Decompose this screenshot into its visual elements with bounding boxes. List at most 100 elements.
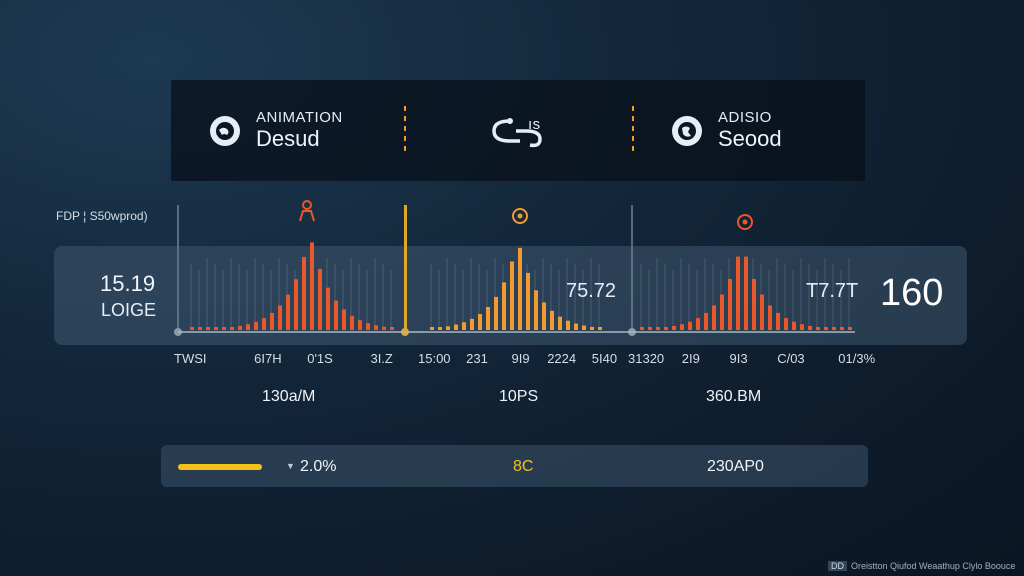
- waveform-ghost-bar: [704, 258, 706, 330]
- axis-line: [631, 205, 633, 333]
- waveform-ghost-bar: [808, 264, 810, 330]
- axis-labels-group-3: 31320 2I9 9I3 C/03 01/3%: [628, 351, 875, 366]
- primary-value: 160: [880, 272, 944, 314]
- globe-icon: [210, 115, 240, 146]
- globe-icon: [672, 115, 702, 146]
- waveform-bar: [294, 279, 298, 330]
- waveform-bar: [768, 305, 772, 330]
- waveform-bar: [808, 325, 812, 330]
- waveform-ghost-bar: [454, 264, 456, 330]
- waveform-ghost-bar: [712, 264, 714, 330]
- waveform-bar: [206, 327, 210, 330]
- waveform-bar: [542, 302, 546, 330]
- waveform-bar: [534, 290, 538, 330]
- tick-label: 0'1S: [307, 351, 333, 366]
- watermark-text: Oreistton Qiufod Weaathup Clylo Boouce: [851, 561, 1016, 571]
- waveform-bar: [222, 327, 226, 330]
- waveform-bar: [760, 294, 764, 330]
- waveform-bar: [656, 327, 660, 330]
- waveform-bar: [326, 287, 330, 330]
- waveform-ghost-bar: [198, 270, 200, 330]
- waveform-ghost-bar: [784, 264, 786, 330]
- waveform-ghost-bar: [776, 258, 778, 330]
- waveform-bar: [640, 327, 644, 330]
- waveform-bar: [728, 278, 732, 330]
- tick-label: 3I.Z: [370, 351, 393, 366]
- waveform-bar: [190, 327, 194, 330]
- waveform-ghost-bar: [640, 264, 642, 330]
- waveform-bar: [382, 326, 386, 330]
- subvalue-2: 10PS: [499, 388, 539, 405]
- waveform-ghost-bar: [470, 258, 472, 330]
- waveform-bar: [792, 321, 796, 330]
- waveform-ghost-bar: [222, 270, 224, 330]
- waveform-ghost-bar: [390, 270, 392, 330]
- waveform-bar: [302, 256, 306, 330]
- waveform-bar: [246, 324, 250, 330]
- waveform-bar: [366, 323, 370, 330]
- waveform-bar: [278, 305, 282, 330]
- waveform-ghost-bar: [270, 270, 272, 330]
- waveform-bar: [566, 320, 570, 330]
- caret-down-icon[interactable]: ▼: [286, 461, 295, 471]
- animation-value: Desud: [256, 125, 320, 151]
- status-right: 230AP0: [707, 458, 764, 475]
- waveform-bar: [688, 321, 692, 330]
- waveform-bar: [648, 327, 652, 330]
- waveform-bar: [390, 327, 394, 330]
- waveform-ghost-bar: [278, 258, 280, 330]
- waveform-bar: [342, 309, 346, 330]
- waveform-ghost-bar: [840, 270, 842, 330]
- tick-label: TWSI: [174, 351, 207, 366]
- waveform-ghost-bar: [598, 264, 600, 330]
- status-mid: 8C: [513, 458, 534, 475]
- waveform-ghost-bar: [342, 270, 344, 330]
- tick-label: 01/3%: [838, 351, 876, 366]
- tick-label: 2224: [547, 351, 577, 366]
- waveform-bar: [832, 327, 836, 330]
- waveform-bar: [590, 326, 594, 330]
- waveform-ghost-bar: [566, 258, 568, 330]
- axis-labels-group-2: 15:00 231 9I9 2224 5I40: [418, 351, 617, 366]
- waveform-ghost-bar: [550, 264, 552, 330]
- left-value: 15.19: [100, 271, 156, 296]
- waveform-bar: [816, 327, 820, 330]
- waveform-bar: [446, 326, 450, 330]
- camera-icon: [737, 214, 753, 230]
- waveform-bar: [270, 312, 274, 330]
- waveform-bar: [574, 323, 578, 330]
- waveform-ghost-bar: [768, 270, 770, 330]
- waveform-bar: [454, 324, 458, 330]
- waveform-bar: [438, 327, 442, 330]
- waveform-ghost-bar: [350, 258, 352, 330]
- waveform-ghost-bar: [824, 258, 826, 330]
- waveform-ghost-bar: [680, 258, 682, 330]
- waveform-ghost-bar: [486, 270, 488, 330]
- waveform-bar: [214, 327, 218, 330]
- waveform-bar: [736, 256, 740, 330]
- mid-value-1: 75.72: [566, 280, 617, 302]
- playhead-line[interactable]: [404, 205, 407, 333]
- waveform-ghost-bar: [382, 264, 384, 330]
- waveform-ghost-bar: [792, 270, 794, 330]
- waveform-ghost-bar: [438, 270, 440, 330]
- tick-label: 9I3: [729, 351, 748, 366]
- tick-label: 5I40: [591, 351, 618, 366]
- waveform-bar: [238, 326, 242, 330]
- audio-section[interactable]: ADISIO Seood: [672, 80, 782, 181]
- progress-percent: 2.0%: [300, 458, 337, 475]
- waveform-bar: [680, 324, 684, 330]
- mid-value-2: T7.7T: [806, 280, 859, 302]
- waveform-bar: [494, 296, 498, 330]
- audio-value: Seood: [718, 125, 782, 151]
- waveform-bar: [358, 320, 362, 330]
- animation-section[interactable]: ANIMATION Desud: [210, 80, 343, 181]
- waveform-bar: [318, 269, 322, 330]
- waveform-bar: [486, 306, 490, 330]
- progress-bar[interactable]: [178, 464, 262, 470]
- waveform-ghost-bar: [190, 264, 192, 330]
- loop-section[interactable]: ıs: [490, 80, 542, 181]
- waveform-bar: [752, 278, 756, 330]
- waveform-bar: [744, 256, 748, 330]
- waveform-ghost-bar: [206, 258, 208, 330]
